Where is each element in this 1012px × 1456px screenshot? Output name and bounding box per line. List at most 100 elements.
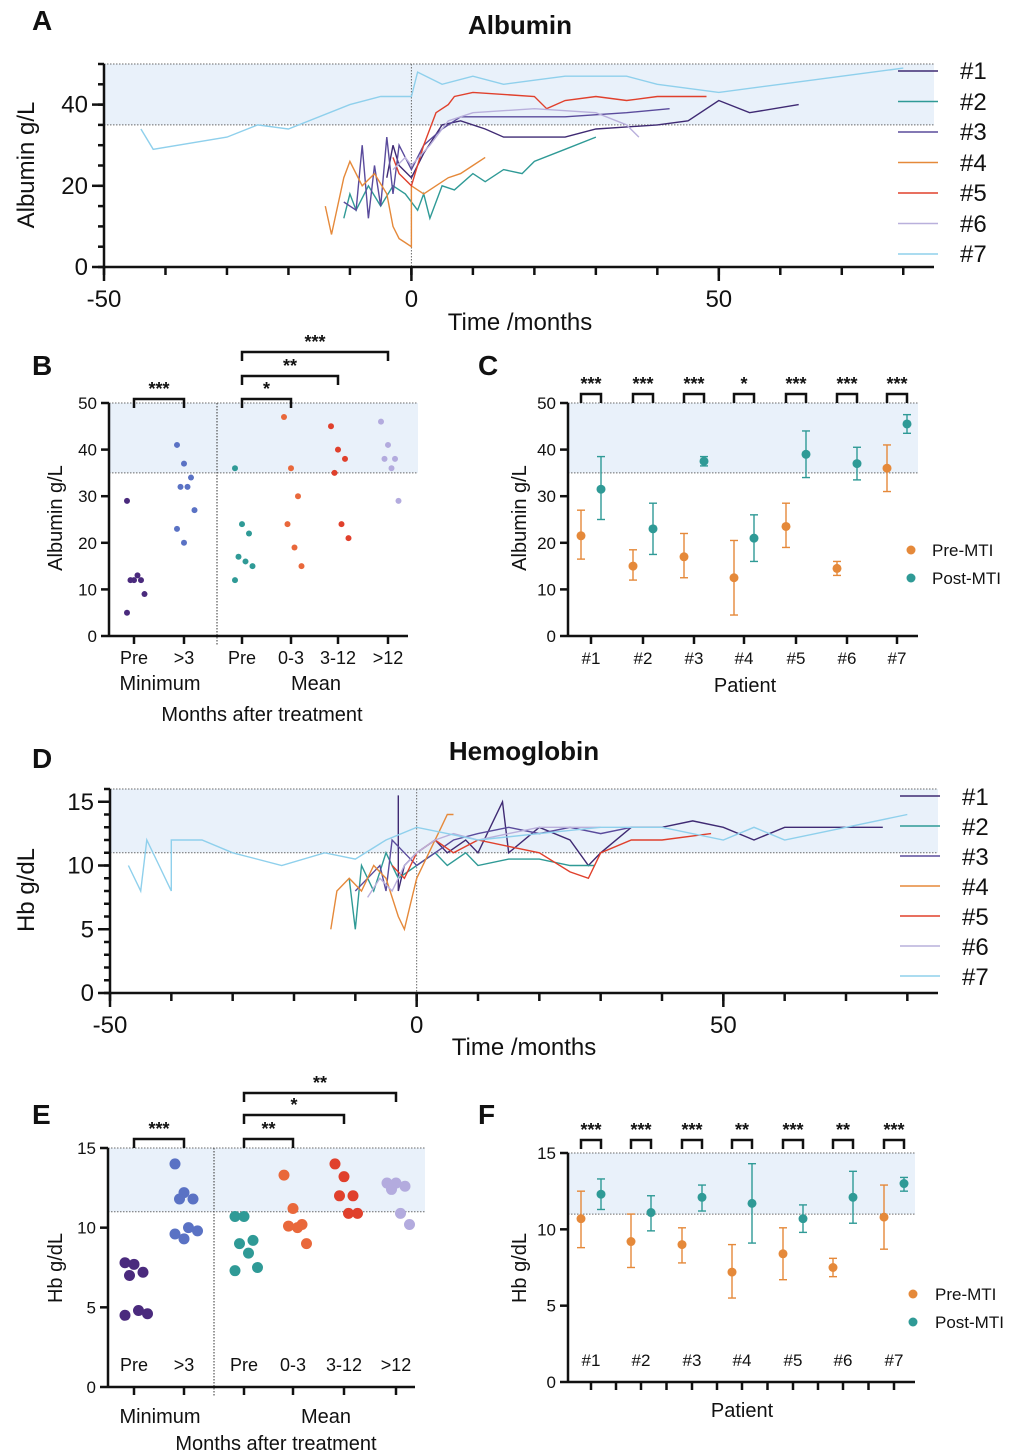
series-line-patient-1 bbox=[386, 99, 799, 179]
mean-point-#2 bbox=[648, 524, 658, 534]
panel-a-xlabel: Time /months bbox=[448, 309, 592, 336]
series-line-patient-7 bbox=[140, 67, 904, 151]
normal-range-band bbox=[109, 403, 418, 473]
significance-bracket bbox=[732, 392, 756, 403]
x-tick-label: #4 bbox=[733, 1351, 752, 1370]
data-point-Pre bbox=[119, 1257, 131, 1269]
panel-a-ylabel: Albumin g/L bbox=[13, 102, 40, 229]
mean-point-#1 bbox=[576, 1214, 586, 1224]
mean-point-#3 bbox=[699, 456, 709, 466]
mean-point-#3 bbox=[677, 1240, 687, 1250]
panel-b-xtitle: Months after treatment bbox=[161, 704, 363, 726]
mean-point-#4 bbox=[749, 533, 759, 543]
y-tick-label: 0 bbox=[81, 980, 94, 1007]
series-line-patient-3 bbox=[343, 108, 670, 219]
x-tick-label: #4 bbox=[735, 649, 754, 668]
mean-point-#5 bbox=[801, 449, 811, 459]
significance-label: * bbox=[290, 1095, 297, 1115]
data-point->3 bbox=[181, 539, 187, 546]
legend-patient-3: #3 bbox=[962, 844, 989, 871]
legend-pre-mti-label: Pre-MTI bbox=[935, 1285, 996, 1304]
data-point-Pre bbox=[242, 558, 249, 565]
panel-d-ylabel: Hb g/dL bbox=[13, 848, 40, 932]
x-tick-label: 0 bbox=[410, 1012, 423, 1039]
legend-pre-mti-label: Pre-MTI bbox=[932, 541, 993, 560]
data-point->12 bbox=[392, 455, 398, 462]
panel-d-title: Hemoglobin bbox=[449, 736, 599, 766]
significance-label: * bbox=[263, 379, 270, 399]
significance-bracket bbox=[240, 374, 340, 385]
x-tick-label: 0-3 bbox=[278, 648, 304, 668]
x-tick-label: >12 bbox=[381, 1355, 412, 1375]
panel-b-group-mean: Mean bbox=[291, 673, 341, 695]
y-tick-label: 15 bbox=[67, 789, 94, 816]
data-point-0-3 bbox=[295, 493, 301, 500]
significance-bracket bbox=[831, 1138, 855, 1149]
significance-bracket bbox=[579, 1138, 603, 1149]
significance-bracket bbox=[835, 392, 859, 403]
x-tick-label: Pre bbox=[120, 648, 148, 668]
mean-point-#6 bbox=[832, 563, 842, 573]
y-tick-label: 5 bbox=[81, 916, 94, 943]
mean-point-#1 bbox=[596, 484, 606, 494]
panel-d-legend: #1 #2 #3 #4 #5 #6 #7 bbox=[962, 784, 989, 991]
data-point->3 bbox=[181, 460, 187, 467]
data-point-Pre bbox=[235, 553, 242, 560]
x-tick-label: #6 bbox=[834, 1351, 853, 1370]
significance-bracket bbox=[730, 1138, 754, 1149]
y-tick-label: 50 bbox=[537, 394, 556, 413]
x-tick-label: #2 bbox=[632, 1351, 651, 1370]
legend-patient-7: #7 bbox=[962, 964, 989, 991]
legend-patient-1: #1 bbox=[960, 58, 987, 85]
data-point-0-3 bbox=[283, 1220, 294, 1232]
y-tick-label: 10 bbox=[537, 580, 556, 599]
data-point-0-3 bbox=[298, 563, 305, 570]
legend-patient-5: #5 bbox=[960, 180, 987, 207]
x-tick-label: #1 bbox=[582, 1351, 601, 1370]
data-point->12 bbox=[381, 455, 388, 462]
panel-c-xlabel: Patient bbox=[714, 675, 777, 697]
data-point-0-3 bbox=[281, 413, 287, 420]
legend-patient-6: #6 bbox=[962, 934, 989, 961]
significance-bracket bbox=[781, 1138, 805, 1149]
mean-point-#5 bbox=[798, 1214, 808, 1224]
x-tick-label: #3 bbox=[685, 649, 704, 668]
x-tick-label: 50 bbox=[705, 286, 732, 313]
data-point-3-12 bbox=[329, 1158, 341, 1170]
significance-label: *** bbox=[683, 374, 704, 394]
data-point->12 bbox=[385, 441, 391, 448]
panel-b-group-minimum: Minimum bbox=[119, 673, 200, 695]
data-point-Pre bbox=[137, 1266, 149, 1278]
significance-label: ** bbox=[261, 1119, 275, 1139]
mean-point-#2 bbox=[628, 561, 638, 571]
panel-letter-c: C bbox=[478, 350, 498, 381]
y-tick-label: 30 bbox=[537, 487, 556, 506]
x-tick-label: 3-12 bbox=[326, 1355, 362, 1375]
significance-label: *** bbox=[886, 374, 907, 394]
panel-f-legend: Pre-MTI Post-MTI bbox=[908, 1285, 1004, 1332]
significance-bracket bbox=[132, 1137, 186, 1148]
data-point-Pre bbox=[247, 1234, 259, 1246]
significance-label: *** bbox=[883, 1120, 904, 1140]
x-tick-label: 50 bbox=[710, 1012, 737, 1039]
y-tick-label: 20 bbox=[537, 534, 556, 553]
data-point-Pre bbox=[127, 577, 134, 584]
significance-label: *** bbox=[148, 379, 169, 399]
data-point->3 bbox=[169, 1158, 181, 1170]
data-point-Pre bbox=[238, 1211, 250, 1223]
data-point-0-3 bbox=[278, 1169, 290, 1181]
normal-range-band bbox=[108, 1148, 425, 1212]
data-point-Pre bbox=[229, 1211, 241, 1223]
significance-label: *** bbox=[148, 1119, 169, 1139]
mean-point-#6 bbox=[828, 1263, 838, 1272]
data-point-Pre bbox=[246, 530, 252, 537]
data-point-3-12 bbox=[338, 521, 345, 528]
data-point-Pre bbox=[133, 1305, 144, 1317]
legend-pre-mti-marker bbox=[908, 1289, 918, 1299]
mean-point-#7 bbox=[899, 1179, 909, 1189]
y-tick-label: 10 bbox=[78, 580, 97, 599]
y-tick-label: 10 bbox=[537, 1220, 556, 1239]
data-point-3-12 bbox=[331, 469, 338, 476]
significance-bracket bbox=[784, 392, 808, 403]
x-tick-label: Pre bbox=[228, 648, 256, 668]
